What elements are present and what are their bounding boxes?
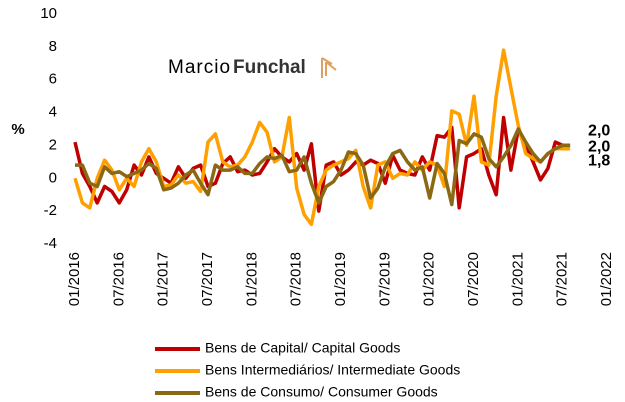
y-tick-label: 2	[49, 136, 57, 153]
x-tick-label: 07/2016	[110, 252, 127, 306]
legend-label: Bens de Consumo/ Consumer Goods	[205, 384, 438, 400]
series-line	[75, 127, 571, 207]
data-label: 1,8	[588, 153, 610, 170]
series-line	[73, 48, 571, 227]
legend-label: Bens de Capital/ Capital Goods	[205, 340, 400, 356]
x-tick-label: 07/2018	[288, 252, 305, 306]
x-tick-label: 01/2016	[66, 252, 83, 306]
y-tick-label: 6	[49, 71, 57, 88]
legend-label: Bens Intermediários/ Intermediate Goods	[205, 362, 460, 378]
y-tick-label: 10	[40, 5, 57, 22]
watermark: Marcio	[168, 57, 231, 78]
x-tick-label: 07/2017	[199, 252, 216, 306]
x-tick-label: 01/2020	[421, 252, 438, 306]
x-tick-label: 07/2019	[376, 252, 393, 306]
watermark: Funchal	[233, 57, 306, 78]
y-tick-label: -4	[44, 235, 57, 252]
y-tick-label: -2	[44, 202, 57, 219]
x-tick-label: 01/2019	[332, 252, 349, 306]
x-tick-label: 07/2020	[465, 252, 482, 306]
y-tick-label: 0	[49, 169, 57, 186]
x-tick-label: 01/2021	[509, 252, 526, 306]
y-tick-label: 4	[49, 104, 57, 121]
x-tick-label: 01/2018	[243, 252, 260, 306]
x-tick-label: 07/2021	[554, 252, 571, 306]
x-tick-label: 01/2022	[598, 252, 615, 306]
y-tick-label: 8	[49, 38, 57, 55]
y-axis-label: %	[11, 121, 24, 138]
x-tick-label: 01/2017	[155, 252, 172, 306]
data-label: 2,0	[588, 139, 610, 156]
data-label: 2,0	[588, 123, 610, 140]
watermark-icon	[321, 57, 337, 78]
